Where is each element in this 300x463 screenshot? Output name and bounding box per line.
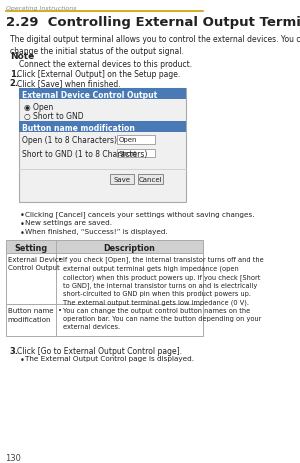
Text: •: •	[58, 256, 62, 262]
FancyBboxPatch shape	[20, 89, 186, 100]
Text: External Device
Control Output: External Device Control Output	[8, 256, 63, 270]
FancyBboxPatch shape	[117, 135, 155, 144]
FancyBboxPatch shape	[138, 175, 163, 185]
FancyBboxPatch shape	[6, 253, 203, 305]
Text: Connect the external devices to this product.: Connect the external devices to this pro…	[20, 60, 193, 69]
Text: New settings are saved.: New settings are saved.	[25, 219, 112, 225]
FancyBboxPatch shape	[110, 175, 134, 185]
Text: Click [Save] when finished.: Click [Save] when finished.	[17, 79, 120, 88]
Text: The External Output Control page is displayed.: The External Output Control page is disp…	[25, 355, 194, 361]
Text: 130: 130	[6, 453, 21, 462]
Text: Button name
modification: Button name modification	[8, 307, 53, 322]
Text: 3.: 3.	[10, 346, 19, 355]
Text: Click [External Output] on the Setup page.: Click [External Output] on the Setup pag…	[17, 70, 180, 79]
Text: Short: Short	[119, 150, 138, 156]
Text: •: •	[20, 211, 24, 219]
Text: Cancel: Cancel	[139, 177, 162, 183]
FancyBboxPatch shape	[6, 240, 203, 253]
FancyBboxPatch shape	[117, 149, 155, 158]
Text: 1.: 1.	[10, 70, 19, 79]
Text: Button name modification: Button name modification	[22, 124, 135, 132]
Text: External Device Control Output: External Device Control Output	[22, 91, 158, 100]
Text: Clicking [Cancel] cancels your settings without saving changes.: Clicking [Cancel] cancels your settings …	[25, 211, 254, 217]
Text: •: •	[20, 355, 24, 364]
Text: Open (1 to 8 Characters): Open (1 to 8 Characters)	[22, 135, 117, 144]
Text: You can change the output control button names on the
operation bar. You can nam: You can change the output control button…	[62, 307, 261, 329]
FancyBboxPatch shape	[6, 305, 203, 336]
FancyBboxPatch shape	[20, 89, 186, 203]
Text: Operating Instructions: Operating Instructions	[6, 6, 76, 11]
FancyBboxPatch shape	[20, 122, 186, 132]
Text: ○ Short to GND: ○ Short to GND	[24, 112, 83, 121]
Text: If you check [Open], the internal transistor turns off and the
external output t: If you check [Open], the internal transi…	[62, 256, 263, 305]
Text: ◉ Open: ◉ Open	[24, 103, 53, 112]
Text: •: •	[20, 219, 24, 228]
Text: Setting: Setting	[14, 243, 47, 252]
Text: The digital output terminal allows you to control the external devices. You can
: The digital output terminal allows you t…	[10, 35, 300, 56]
Text: Description: Description	[103, 243, 155, 252]
Text: •: •	[20, 228, 24, 238]
Text: •: •	[58, 307, 62, 313]
Text: Open: Open	[119, 137, 137, 143]
Text: Save: Save	[113, 177, 130, 183]
Text: Click [Go to External Output Control page].: Click [Go to External Output Control pag…	[17, 346, 182, 355]
Text: Note: Note	[10, 51, 34, 60]
Text: 2.29  Controlling External Output Terminal: 2.29 Controlling External Output Termina…	[6, 16, 300, 29]
Text: When finished, “Success!” is displayed.: When finished, “Success!” is displayed.	[25, 228, 168, 234]
Text: Short to GND (1 to 8 Characters): Short to GND (1 to 8 Characters)	[22, 149, 148, 158]
Text: 2.: 2.	[10, 79, 19, 88]
